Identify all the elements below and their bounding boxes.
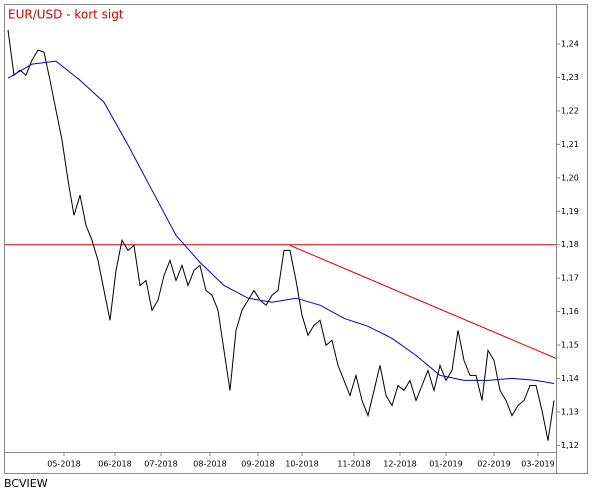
series-line: [7, 29, 555, 441]
chart-frame: [4, 4, 588, 474]
x-tick-label: 10-2018: [285, 460, 318, 469]
y-tick-label: 1,19: [561, 207, 579, 216]
y-tick-label: 1,21: [561, 140, 579, 149]
y-tick-label: 1,12: [561, 441, 579, 450]
y-tick-label: 1,17: [561, 274, 579, 283]
x-tick-label: 05-2018: [47, 460, 80, 469]
x-tick-label: 11-2018: [337, 460, 370, 469]
x-tick-label: 01-2019: [429, 460, 462, 469]
x-tick-label: 08-2018: [193, 460, 226, 469]
x-tick-label: 03-2019: [521, 460, 554, 469]
y-tick-label: 1,24: [561, 40, 579, 49]
y-tick-label: 1,13: [561, 407, 579, 416]
footer: BCVIEW: [4, 477, 48, 490]
x-tick-label: 09-2018: [241, 460, 274, 469]
y-tick-label: 1,18: [561, 240, 579, 249]
series-line: [7, 60, 555, 384]
y-tick-label: 1,15: [561, 341, 579, 350]
y-tick-label: 1,20: [561, 173, 579, 182]
x-tick-label: 02-2019: [477, 460, 510, 469]
chart-title: EUR/USD - kort sigt: [8, 8, 124, 22]
trend-line: [289, 244, 557, 359]
y-tick-label: 1,23: [561, 73, 579, 82]
y-tick-label: 1,22: [561, 106, 579, 115]
x-tick-label: 12-2018: [383, 460, 416, 469]
x-tick-label: 07-2018: [144, 460, 177, 469]
x-tick-label: 06-2018: [98, 460, 131, 469]
y-tick-label: 1,14: [561, 374, 579, 383]
y-tick-label: 1,16: [561, 307, 579, 316]
